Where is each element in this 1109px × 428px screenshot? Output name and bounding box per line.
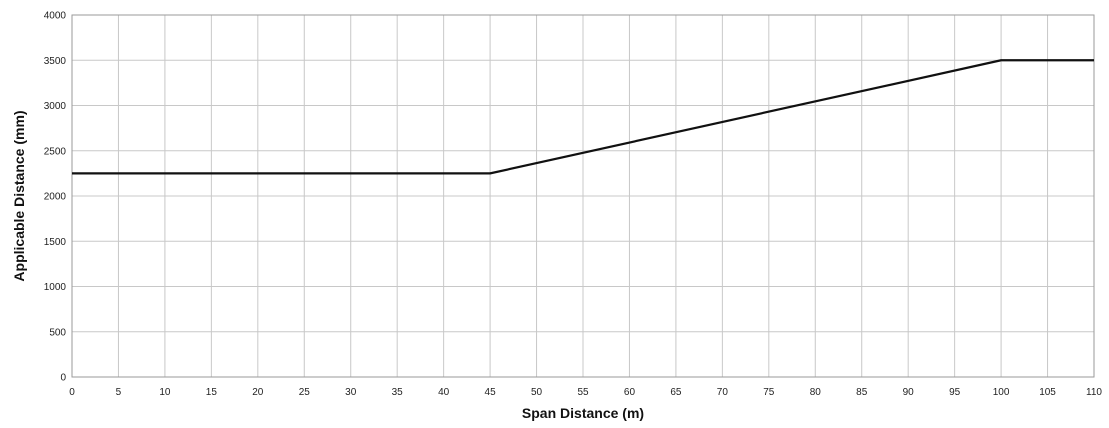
y-axis-ticks: 0 500 1000 1500 2000 2500 3000 3500 4000: [44, 11, 67, 384]
x-tick-label: 90: [903, 387, 915, 398]
y-tick-label: 3000: [44, 101, 67, 112]
x-tick-label: 55: [577, 387, 589, 398]
x-tick-label: 65: [670, 387, 682, 398]
x-tick-label: 30: [345, 387, 357, 398]
x-tick-label: 70: [717, 387, 729, 398]
x-tick-label: 20: [252, 387, 264, 398]
y-tick-label: 2500: [44, 146, 67, 157]
x-tick-label: 10: [159, 387, 171, 398]
x-tick-label: 60: [624, 387, 636, 398]
series-line: [72, 59, 1094, 175]
x-tick-label: 25: [299, 387, 311, 398]
x-tick-label: 35: [392, 387, 404, 398]
x-tick-label: 105: [1039, 387, 1056, 398]
x-tick-label: 110: [1086, 387, 1102, 398]
y-axis-label: Applicable Distance (mm): [11, 110, 27, 281]
x-tick-label: 95: [949, 387, 961, 398]
x-tick-label: 5: [116, 387, 122, 398]
x-tick-label: 75: [763, 387, 775, 398]
y-tick-label: 0: [60, 373, 66, 384]
y-tick-label: 500: [49, 327, 66, 338]
x-tick-label: 80: [810, 387, 822, 398]
x-tick-label: 85: [856, 387, 868, 398]
x-tick-label: 45: [485, 387, 497, 398]
y-tick-label: 2000: [44, 192, 67, 203]
x-tick-label: 15: [206, 387, 218, 398]
x-tick-label: 40: [438, 387, 450, 398]
y-tick-label: 4000: [44, 11, 67, 22]
y-tick-label: 3500: [44, 56, 67, 67]
x-tick-label: 50: [531, 387, 543, 398]
series-layer: [72, 59, 1094, 175]
grid: [71, 14, 1095, 378]
y-tick-label: 1500: [44, 237, 67, 248]
x-tick-label: 100: [993, 387, 1010, 398]
plot-frame: [71, 14, 1095, 378]
x-axis-ticks: 0 5 10 15 20 25 30 35 40 45 50 55 60 65 70 75 80 85 90 95 10…: [69, 387, 1102, 398]
y-tick-label: 1000: [44, 282, 67, 293]
x-tick-label: 0: [69, 387, 75, 398]
x-axis-label: Span Distance (m): [522, 405, 644, 421]
